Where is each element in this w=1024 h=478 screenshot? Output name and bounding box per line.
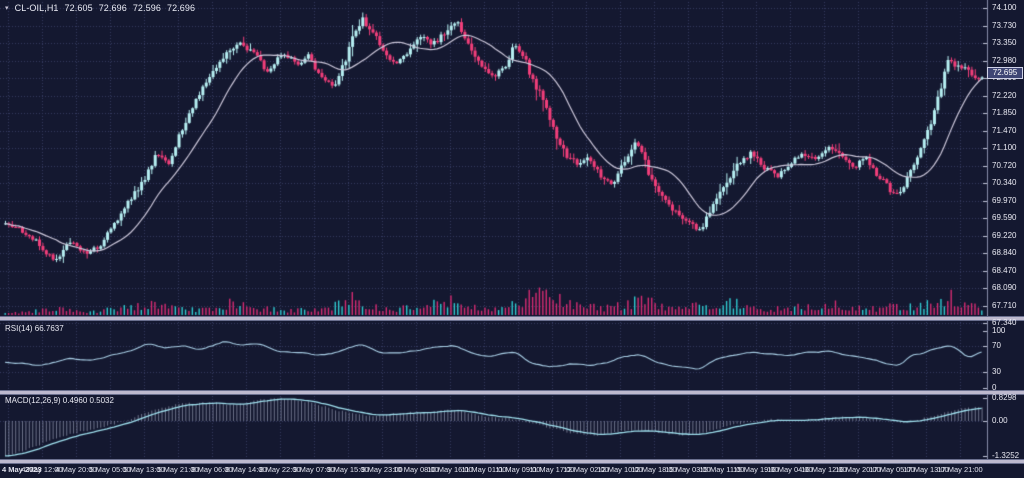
time-axis-label: 12 May 02:00	[563, 465, 609, 474]
time-axis-label: 8 May 22:00	[259, 465, 301, 474]
ohlc-low-value: 72.596	[132, 3, 161, 13]
time-axis-label: 17 May 13:00	[903, 465, 949, 474]
ohlc-open-value: 72.605	[64, 3, 93, 13]
time-axis-label: 12 May 10:00	[597, 465, 643, 474]
price-axis-label: 67.710	[992, 300, 1017, 310]
current-price-badge: 72.695	[987, 67, 1023, 79]
time-axis-label: 11 May 01:00	[461, 465, 507, 474]
price-axis-label: 67.340	[992, 318, 1017, 327]
price-axis-label: 74.100	[992, 3, 1017, 12]
price-axis-label: 70.340	[992, 178, 1017, 187]
price-axis-label: 71.850	[992, 108, 1017, 117]
time-axis-label: 16 May 20:00	[835, 465, 881, 474]
rsi-axis-label: 70	[992, 341, 1001, 350]
time-axis-label: 16 May 04:00	[767, 465, 813, 474]
time-axis-label: 11 May 09:00	[495, 465, 541, 474]
macd-axis-label: 0.8298	[992, 393, 1017, 402]
rsi-axis-label: 100	[992, 326, 1006, 335]
time-axis-label: 4 May 20:00	[55, 465, 97, 474]
macd-axis-label: 0.00	[992, 416, 1008, 425]
time-axis-label: 4 May 2023	[2, 465, 42, 474]
macd-axis-label: -1.3252	[992, 451, 1020, 460]
price-axis-label: 69.220	[992, 230, 1017, 240]
price-axis-label: 68.470	[992, 265, 1017, 275]
rsi-axis-label: 0	[992, 383, 997, 392]
time-axis-label: 9 May 23:00	[361, 465, 403, 474]
time-axis-label: 11 May 17:00	[529, 465, 575, 474]
time-axis-label: 9 May 07:00	[293, 465, 335, 474]
time-axis-label: 10 May 16:00	[427, 465, 473, 474]
time-axis-label: 8 May 06:00	[191, 465, 233, 474]
price-axis-label: 70.720	[992, 160, 1017, 170]
ohlc-high-value: 72.696	[98, 3, 127, 13]
price-axis-label: 69.970	[992, 195, 1017, 205]
panel-resize-handle-main-rsi[interactable]	[0, 316, 1024, 321]
symbol-period-label: CL-OIL,H1	[14, 3, 59, 13]
ohlc-close-value: 72.696	[166, 3, 196, 13]
macd-indicator-label: MACD(12,26,9) 0.4960 0.5032	[5, 396, 114, 405]
symbol-menu-icon[interactable]: ▾	[5, 5, 9, 12]
price-axis-label: 68.840	[992, 248, 1017, 257]
rsi-indicator-label: RSI(14) 66.7637	[5, 324, 64, 333]
time-axis-label: 15 May 11:00	[699, 465, 745, 474]
time-axis-label: 10 May 08:00	[393, 465, 439, 474]
price-axis-label: 73.730	[992, 20, 1017, 30]
time-axis-label: 16 May 12:00	[801, 465, 847, 474]
price-axis-label: 68.090	[992, 283, 1017, 292]
time-axis-label: 15 May 03:00	[665, 465, 711, 474]
price-axis[interactable]: 74.10073.73073.35072.98072.60072.22071.8…	[988, 0, 1024, 462]
time-axis-label: 15 May 19:00	[733, 465, 779, 474]
price-axis-label: 71.100	[992, 143, 1017, 152]
price-axis-label: 72.220	[992, 90, 1017, 100]
time-axis-label: 12 May 18:00	[631, 465, 677, 474]
time-axis[interactable]: 4 May 2023 4 May 12:00 4 May 20:00 5 May 05…	[0, 464, 1024, 478]
price-axis-label: 73.350	[992, 38, 1017, 47]
rsi-axis-label: 30	[992, 367, 1001, 376]
panel-resize-handle-macd-axis[interactable]	[0, 459, 1024, 464]
time-axis-label: 17 May 05:00	[869, 465, 915, 474]
time-axis-label: 5 May 13:00	[123, 465, 165, 474]
price-axis-label: 72.980	[992, 55, 1017, 65]
price-axis-label: 69.590	[992, 213, 1017, 222]
panel-resize-handle-rsi-macd[interactable]	[0, 390, 1024, 395]
time-axis-label: 9 May 15:00	[327, 465, 369, 474]
time-axis-label: 5 May 05:00	[89, 465, 131, 474]
time-axis-label: 17 May 21:00	[937, 465, 983, 474]
chart-title-bar: ▾ CL-OIL,H1 72.605 72.696 72.596 72.696	[5, 3, 195, 13]
time-axis-label: 5 May 21:00	[157, 465, 199, 474]
price-axis-label: 71.470	[992, 125, 1017, 135]
time-axis-label: 8 May 14:00	[225, 465, 267, 474]
time-axis-label: 4 May 12:00	[21, 465, 63, 474]
